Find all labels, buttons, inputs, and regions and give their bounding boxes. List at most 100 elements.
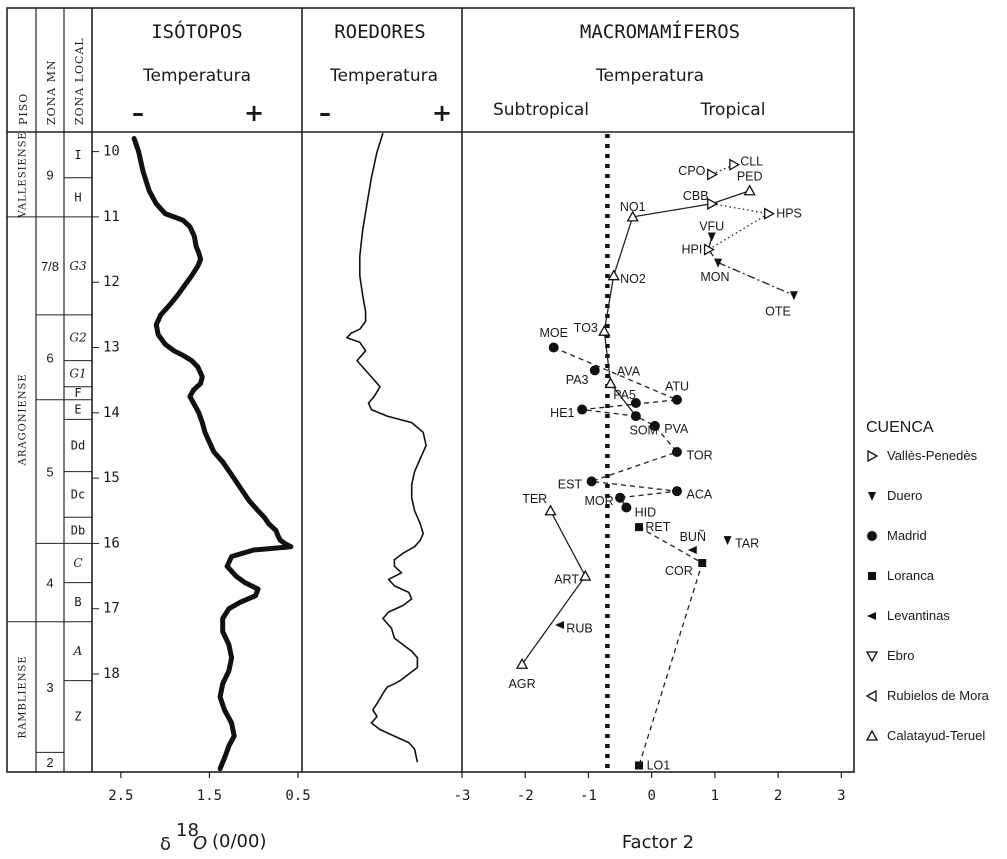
site-marker-ava <box>604 377 617 389</box>
site-label-pa3: PA3 <box>566 373 589 387</box>
age-tick-label: 16 <box>103 535 120 551</box>
site-marker-ter <box>544 504 557 516</box>
legend: CUENCA Vallès-Penedès Duero Madrid Loranca L… <box>865 419 990 743</box>
mn-zone-5: 5 <box>46 465 53 480</box>
rodent-curve <box>346 133 427 763</box>
site-marker-lo1 <box>635 761 644 770</box>
site-marker-to3 <box>598 324 611 336</box>
site-label-no2: NO2 <box>620 272 646 286</box>
factor2-x-tick-label: 0 <box>647 788 655 804</box>
site-label-aca: ACA <box>687 487 713 501</box>
connection-dashed <box>638 526 704 766</box>
local-zone-db: Db <box>71 523 85 537</box>
site-marker-est <box>586 476 597 487</box>
local-zone-h: H <box>74 190 81 204</box>
macro-temperatura: Temperatura <box>595 66 704 86</box>
isotopos-plus: + <box>244 99 264 127</box>
site-marker-cbb <box>707 197 719 210</box>
isotope-x-tick-label: 0.5 <box>285 788 310 804</box>
legend-label-vall-s-pened-s: Vallès-Penedès <box>887 448 978 463</box>
site-label-cll: CLL <box>740 154 763 168</box>
site-marker-no1 <box>626 210 639 222</box>
site-marker-pa3 <box>589 365 600 376</box>
macromamiferos-header: MACROMAMÍFEROS <box>580 20 740 43</box>
local-zone-g1: G1 <box>69 367 86 381</box>
stratigraphy-columns: VALLESIENSE ARAGONIENSE RAMBLIENSE 9 7/8 6 5 4 3… <box>7 131 92 770</box>
local-zone-a: A <box>73 644 83 658</box>
factor2-x-tick-label: 3 <box>837 788 845 804</box>
legend-label-duero: Duero <box>887 488 922 503</box>
site-marker-cll <box>729 158 741 171</box>
connection-dashed <box>553 346 679 508</box>
site-label-ter: TER <box>522 492 547 506</box>
rodents-panel <box>346 133 427 763</box>
site-marker-moe <box>548 342 559 353</box>
roedores-minus: – <box>319 99 331 127</box>
isotope-x-tick-label: 1.5 <box>197 788 222 804</box>
legend-marker-ebro <box>865 651 879 663</box>
age-tick-label: 13 <box>103 340 120 356</box>
age-tick-label: 18 <box>103 666 120 682</box>
local-zone-g3: G3 <box>69 259 87 273</box>
site-label-ret: RET <box>645 520 670 534</box>
legend-label-rubielos-de-mora: Rubielos de Mora <box>887 688 990 703</box>
isotopos-header: ISÓTOPOS <box>151 19 243 43</box>
site-label-pva: PVA <box>664 422 689 436</box>
age-tick-label: 10 <box>103 144 120 160</box>
site-marker-cor <box>698 559 707 568</box>
piso-header: PISO <box>17 93 30 125</box>
mn-zone-6: 6 <box>46 350 53 365</box>
site-marker-tor <box>671 447 682 457</box>
site-label-pa5: PA5 <box>613 388 636 402</box>
age-tick-label: 17 <box>103 601 120 617</box>
isotope-xlabel-var: O <box>193 833 207 854</box>
tropical-label: Tropical <box>700 100 766 120</box>
site-label-atu: ATU <box>665 380 689 394</box>
site-marker-art <box>579 569 592 581</box>
legend-marker-levantinas <box>867 612 876 620</box>
site-label-to3: TO3 <box>574 321 598 335</box>
site-label-cpo: CPO <box>678 164 705 178</box>
factor2-x-tick-label: -3 <box>454 788 471 804</box>
site-label-moe: MOE <box>539 326 567 340</box>
factor2-x-tick-label: 2 <box>774 788 782 804</box>
isotope-curve <box>131 136 294 772</box>
piso-rambliense: RAMBLIENSE <box>18 655 29 738</box>
site-label-bu: BUÑ <box>680 530 706 544</box>
connection-dotted <box>708 203 771 251</box>
mn-zone-7-8: 7/8 <box>41 259 59 274</box>
mn-zone-3: 3 <box>46 680 53 695</box>
mn-zone-2: 2 <box>46 755 53 770</box>
zona-local-header: ZONA LOCAL <box>73 37 86 125</box>
legend-label-calatayud-teruel: Calatayud-Teruel <box>887 728 985 743</box>
factor2-x-tick-label: -2 <box>517 788 534 804</box>
site-label-tar: TAR <box>735 536 759 550</box>
isotopes-panel: 2.5 1.5 0.5 <box>108 136 311 804</box>
subtropical-label: Subtropical <box>493 100 589 120</box>
site-marker-som <box>630 411 641 422</box>
site-label-ava: AVA <box>617 365 641 379</box>
site-label-ped: PED <box>737 169 763 183</box>
age-axis: 10 11 12 13 14 15 16 17 18 <box>92 144 120 682</box>
macromammals-panel: -3 -2 -1 0 1 2 3 CLL CPO PED CBB NO1 HPS VFU HPI MON NO2… <box>454 134 846 804</box>
roedores-temperatura: Temperatura <box>329 66 438 86</box>
local-zone-dd: Dd <box>71 438 85 452</box>
age-tick-label: 14 <box>103 405 120 421</box>
legend-marker-loranca <box>868 572 876 580</box>
age-tick-label: 11 <box>103 209 120 225</box>
roedores-plus: + <box>432 99 452 127</box>
site-marker-bu <box>687 545 697 554</box>
factor2-x-tick-label: 1 <box>711 788 719 804</box>
local-zone-g2: G2 <box>69 331 86 345</box>
isotopos-minus: – <box>132 99 144 127</box>
site-label-agr: AGR <box>509 677 536 691</box>
piso-aragoniense: ARAGONIENSE <box>18 373 29 466</box>
site-label-hps: HPS <box>776 207 802 221</box>
roedores-header: ROEDORES <box>334 21 426 43</box>
site-marker-aca <box>671 486 682 497</box>
site-label-mon: MON <box>700 270 729 284</box>
site-label-lo1: LO1 <box>647 759 671 773</box>
legend-label-levantinas: Levantinas <box>887 608 950 623</box>
site-marker-hid <box>621 502 632 513</box>
site-marker-he1 <box>577 404 588 415</box>
